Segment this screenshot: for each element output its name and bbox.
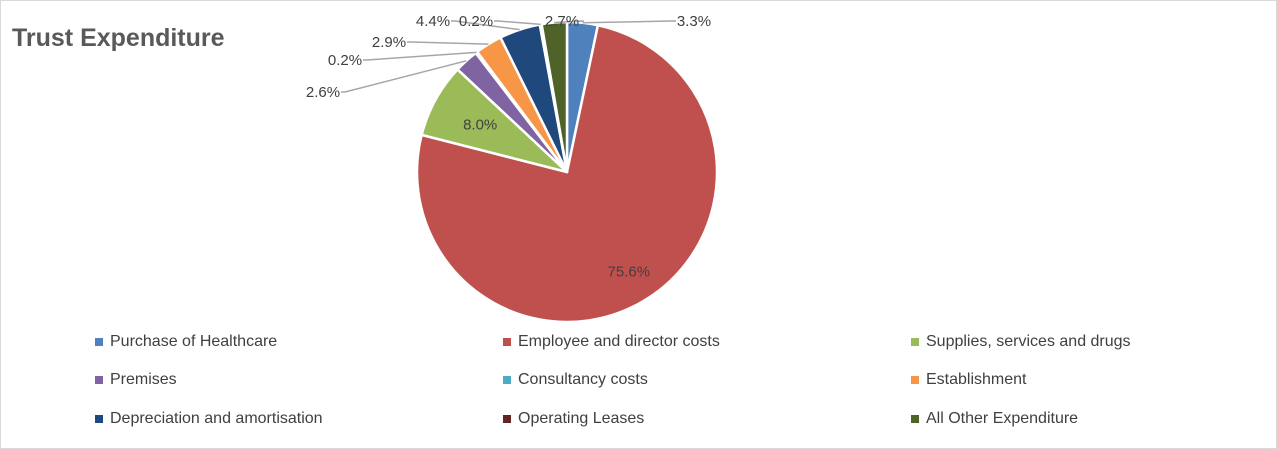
legend-swatch [503, 376, 511, 384]
legend-label: Employee and director costs [518, 333, 720, 350]
chart-title: Trust Expenditure [12, 24, 225, 52]
legend-item-depreciation-and-amortisation: Depreciation and amortisation [95, 410, 323, 428]
legend-label: Depreciation and amortisation [110, 410, 323, 427]
legend-label: All Other Expenditure [926, 410, 1079, 427]
legend-item-all-other-expenditure: All Other Expenditure [911, 410, 1078, 428]
data-label-all-other-expenditure: 2.7% [545, 13, 579, 30]
leader-line-consultancy-costs [363, 51, 477, 61]
legend-item-consultancy-costs: Consultancy costs [503, 371, 648, 389]
legend-item-operating-leases: Operating Leases [503, 410, 644, 428]
legend-swatch [95, 338, 103, 346]
leader-line-premises [341, 60, 467, 93]
legend-label: Premises [110, 371, 177, 388]
data-label-supplies-services-and-drugs: 8.0% [463, 116, 497, 133]
leader-line-all-other-expenditure [554, 20, 585, 24]
legend-swatch [95, 415, 103, 423]
leader-line-establishment [407, 41, 489, 45]
data-label-operating-leases: 0.2% [459, 13, 493, 30]
legend-swatch [95, 376, 103, 384]
data-label-premises: 2.6% [306, 84, 340, 101]
data-label-purchase-of-healthcare: 3.3% [677, 13, 711, 30]
legend-item-establishment: Establishment [911, 371, 1027, 389]
legend-swatch [503, 338, 511, 346]
legend-swatch [911, 415, 919, 423]
data-label-establishment: 2.9% [372, 34, 406, 51]
data-label-consultancy-costs: 0.2% [328, 52, 362, 69]
leader-line-operating-leases [494, 20, 541, 26]
legend-item-employee-and-director-costs: Employee and director costs [503, 333, 720, 351]
legend-item-purchase-of-healthcare: Purchase of Healthcare [95, 333, 277, 351]
legend-label: Supplies, services and drugs [926, 333, 1131, 350]
data-label-employee-and-director-costs: 75.6% [608, 263, 651, 280]
data-label-depreciation-and-amortisation: 4.4% [416, 13, 450, 30]
legend-label: Operating Leases [518, 410, 645, 427]
legend-swatch [911, 338, 919, 346]
leader-line-depreciation-and-amortisation [451, 20, 520, 31]
pie-slice-employee-and-director-costs [415, 23, 719, 324]
legend-swatch [503, 415, 511, 423]
leader-line-purchase-of-healthcare [582, 20, 676, 24]
legend-item-premises: Premises [95, 371, 177, 389]
legend-item-supplies-services-and-drugs: Supplies, services and drugs [911, 333, 1131, 351]
legend-swatch [911, 376, 919, 384]
legend-label: Purchase of Healthcare [110, 333, 278, 350]
legend-label: Establishment [926, 371, 1027, 388]
legend-label: Consultancy costs [518, 371, 648, 388]
